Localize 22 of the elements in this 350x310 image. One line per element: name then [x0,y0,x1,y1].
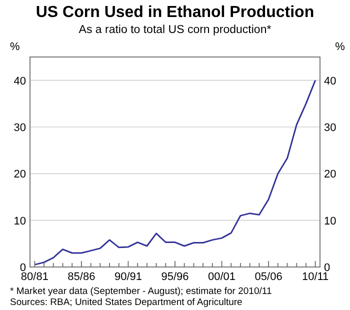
x-tick-label: 95/96 [161,271,189,283]
y-tick-label: 10 [14,215,26,228]
text: * Market year data (September - August); estimate for 2010/11 [10,286,272,297]
chart-title: US Corn Used in Ethanol Production [36,4,314,21]
x-tick-label: 00/01 [208,271,236,283]
y-tick-label: 20 [14,168,26,181]
x-tick-label: 80/81 [20,271,48,283]
line-series [34,80,316,266]
y2-tick-label: 30 [324,122,336,134]
x-tick-label: 85/86 [68,271,96,283]
x-tick-label: 90/91 [114,271,142,283]
y-tick-label: 40 [14,75,26,88]
chart-subtitle: As a ratio to total US corn production* [78,24,272,36]
x-tick-label: 10/11 [302,271,329,283]
x-tick-label: 05/06 [254,271,282,283]
source-note: Sources: RBA; United States Department of Agriculture [10,297,242,308]
y-axis-title: % [10,41,20,53]
y-tick-label: 30 [14,122,26,134]
y2-tick-label: 10 [324,215,336,228]
y2-tick-label: 40 [324,75,336,88]
y2-axis-title: % [335,41,346,53]
y2-tick-label: 20 [324,168,336,181]
